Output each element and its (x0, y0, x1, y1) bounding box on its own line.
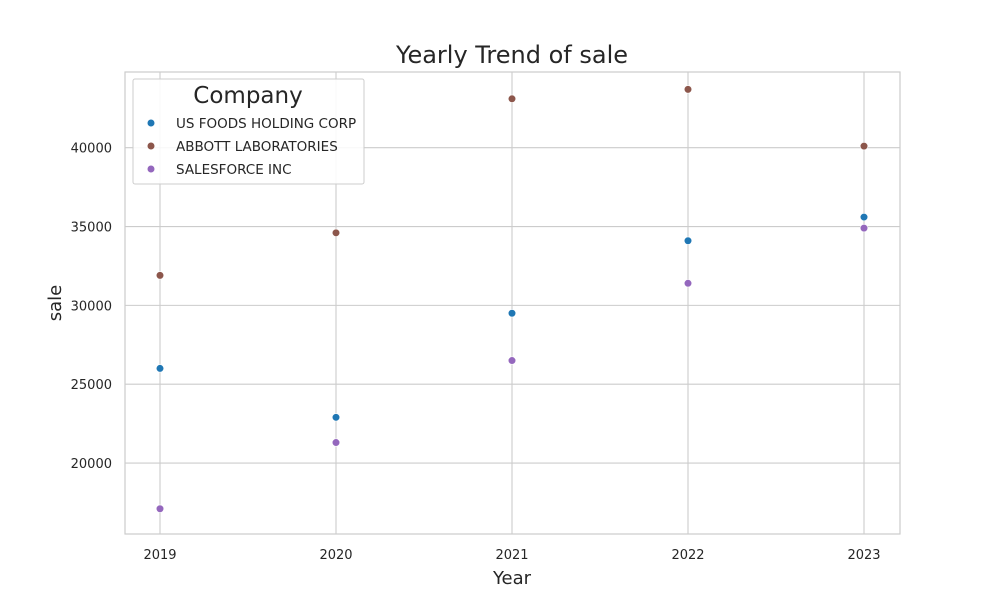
data-point (683, 279, 693, 288)
data-point (155, 271, 165, 280)
data-point (507, 94, 517, 103)
y-tick-label: 40000 (71, 142, 112, 157)
legend-title: Company (193, 83, 302, 109)
data-point (683, 236, 693, 245)
y-tick-label: 20000 (71, 457, 112, 472)
data-point (859, 212, 869, 222)
legend-marker (146, 118, 156, 128)
legend-marker (146, 141, 156, 151)
x-tick-label: 2021 (495, 548, 528, 563)
data-point (331, 438, 341, 447)
legend-items: US FOODS HOLDING CORP ABBOTT LABORATORIES… (146, 116, 356, 178)
plot-area-frame (124, 71, 901, 535)
data-point (859, 224, 869, 233)
x-axis-label: Year (492, 568, 532, 589)
y-tick-label: 25000 (71, 378, 112, 393)
data-points (155, 85, 869, 513)
data-point (507, 356, 517, 365)
legend-label: US FOODS HOLDING CORP (176, 116, 356, 132)
legend-box (132, 78, 365, 185)
x-tick-label: 2022 (671, 548, 704, 563)
legend-label: ABBOTT LABORATORIES (176, 139, 338, 155)
data-point (331, 413, 341, 422)
x-tick-label: 2023 (847, 548, 880, 563)
data-point (331, 228, 341, 237)
legend: Company US FOODS HOLDING CORP ABBOTT LABO… (132, 78, 365, 185)
y-tick-labels: 20000 25000 30000 35000 40000 (71, 142, 112, 472)
data-point (859, 142, 869, 151)
data-point (507, 309, 517, 318)
legend-marker (146, 164, 156, 174)
y-tick-label: 30000 (71, 299, 112, 314)
x-tick-labels: 2019 2020 2021 2022 2023 (143, 548, 880, 563)
data-point (683, 85, 693, 94)
legend-label: SALESFORCE INC (176, 162, 292, 178)
x-tick-label: 2019 (143, 548, 176, 563)
data-point (155, 504, 165, 513)
x-tick-label: 2020 (319, 548, 352, 563)
chart-title: Yearly Trend of sale (395, 41, 628, 69)
data-point (155, 364, 165, 373)
y-tick-label: 35000 (71, 221, 112, 236)
y-axis-label: sale (45, 285, 66, 321)
